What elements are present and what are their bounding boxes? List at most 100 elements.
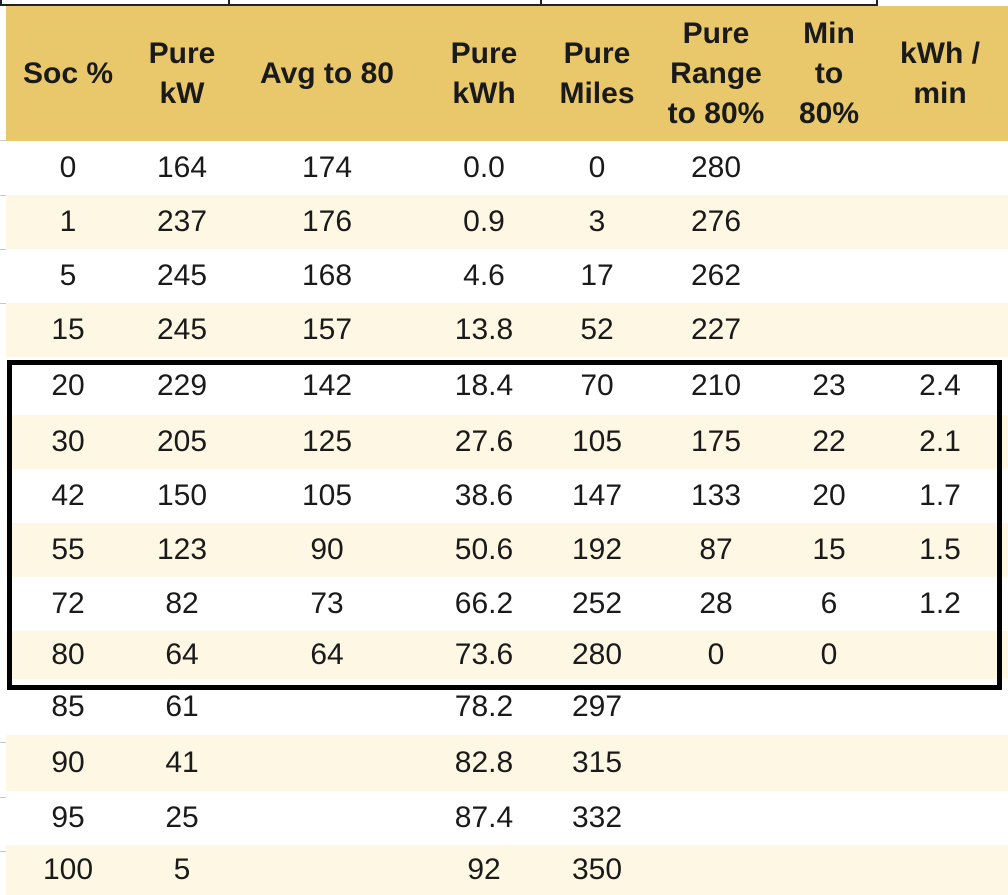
cell-pure-kw[interactable]: 25 <box>130 791 234 845</box>
cell-avg-to-80[interactable]: 125 <box>234 415 420 469</box>
cell-pure-kwh[interactable]: 92 <box>420 845 548 895</box>
cell-soc[interactable]: 5 <box>6 249 130 303</box>
cell-pure-kw[interactable]: 5 <box>130 845 234 895</box>
cell-pure-miles[interactable]: 192 <box>548 523 646 577</box>
cell-pure-kwh[interactable]: 38.6 <box>420 469 548 523</box>
header-soc[interactable]: Soc % <box>6 6 130 141</box>
cell-min-to-80[interactable] <box>786 195 872 249</box>
cell-avg-to-80[interactable]: 176 <box>234 195 420 249</box>
cell-pure-kw[interactable]: 205 <box>130 415 234 469</box>
cell-kwh-per-min[interactable]: 2.4 <box>872 357 1008 415</box>
cell-pure-miles[interactable]: 350 <box>548 845 646 895</box>
cell-pure-range-to-80[interactable]: 262 <box>646 249 786 303</box>
cell-soc[interactable]: 90 <box>6 735 130 791</box>
cell-avg-to-80[interactable]: 168 <box>234 249 420 303</box>
cell-pure-miles[interactable]: 280 <box>548 631 646 679</box>
cell-soc[interactable]: 20 <box>6 357 130 415</box>
cell-pure-kwh[interactable]: 4.6 <box>420 249 548 303</box>
cell-pure-range-to-80[interactable] <box>646 845 786 895</box>
cell-pure-range-to-80[interactable] <box>646 679 786 735</box>
cell-pure-kw[interactable]: 245 <box>130 303 234 357</box>
header-pure-miles[interactable]: Pure Miles <box>548 6 646 141</box>
cell-avg-to-80[interactable]: 174 <box>234 141 420 195</box>
cell-pure-kw[interactable]: 41 <box>130 735 234 791</box>
cell-kwh-per-min[interactable]: 1.7 <box>872 469 1008 523</box>
cell-min-to-80[interactable]: 20 <box>786 469 872 523</box>
cell-pure-miles[interactable]: 52 <box>548 303 646 357</box>
cell-avg-to-80[interactable]: 105 <box>234 469 420 523</box>
cell-pure-range-to-80[interactable] <box>646 735 786 791</box>
cell-pure-range-to-80[interactable]: 276 <box>646 195 786 249</box>
cell-kwh-per-min[interactable] <box>872 679 1008 735</box>
cell-pure-kwh[interactable]: 27.6 <box>420 415 548 469</box>
cell-pure-kw[interactable]: 237 <box>130 195 234 249</box>
cell-kwh-per-min[interactable] <box>872 195 1008 249</box>
cell-pure-kwh[interactable]: 78.2 <box>420 679 548 735</box>
cell-avg-to-80[interactable]: 157 <box>234 303 420 357</box>
cell-soc[interactable]: 1 <box>6 195 130 249</box>
cell-pure-range-to-80[interactable]: 0 <box>646 631 786 679</box>
cell-avg-to-80[interactable]: 142 <box>234 357 420 415</box>
header-avg-to-80[interactable]: Avg to 80 <box>234 6 420 141</box>
cell-pure-miles[interactable]: 105 <box>548 415 646 469</box>
cell-pure-kw[interactable]: 61 <box>130 679 234 735</box>
cell-kwh-per-min[interactable]: 1.5 <box>872 523 1008 577</box>
cell-pure-kw[interactable]: 229 <box>130 357 234 415</box>
cell-pure-kwh[interactable]: 87.4 <box>420 791 548 845</box>
cell-soc[interactable]: 42 <box>6 469 130 523</box>
cell-pure-miles[interactable]: 315 <box>548 735 646 791</box>
cell-kwh-per-min[interactable] <box>872 631 1008 679</box>
cell-min-to-80[interactable] <box>786 679 872 735</box>
cell-pure-range-to-80[interactable]: 227 <box>646 303 786 357</box>
cell-pure-kw[interactable]: 123 <box>130 523 234 577</box>
cell-pure-miles[interactable]: 252 <box>548 577 646 631</box>
header-pure-range-to-80[interactable]: Pure Range to 80% <box>646 6 786 141</box>
cell-kwh-per-min[interactable] <box>872 845 1008 895</box>
cell-pure-kw[interactable]: 64 <box>130 631 234 679</box>
cell-pure-kw[interactable]: 164 <box>130 141 234 195</box>
cell-min-to-80[interactable]: 0 <box>786 631 872 679</box>
cell-pure-range-to-80[interactable]: 210 <box>646 357 786 415</box>
cell-min-to-80[interactable] <box>786 845 872 895</box>
cell-pure-kw[interactable]: 82 <box>130 577 234 631</box>
cell-pure-kwh[interactable]: 82.8 <box>420 735 548 791</box>
header-min-to-80[interactable]: Min to 80% <box>786 6 872 141</box>
cell-kwh-per-min[interactable] <box>872 791 1008 845</box>
cell-kwh-per-min[interactable] <box>872 735 1008 791</box>
cell-kwh-per-min[interactable] <box>872 303 1008 357</box>
cell-pure-miles[interactable]: 0 <box>548 141 646 195</box>
cell-soc[interactable]: 85 <box>6 679 130 735</box>
cell-pure-miles[interactable]: 70 <box>548 357 646 415</box>
cell-min-to-80[interactable]: 23 <box>786 357 872 415</box>
cell-pure-kwh[interactable]: 66.2 <box>420 577 548 631</box>
header-kwh-per-min[interactable]: kWh / min <box>872 6 1008 141</box>
cell-pure-kw[interactable]: 150 <box>130 469 234 523</box>
cell-soc[interactable]: 0 <box>6 141 130 195</box>
cell-min-to-80[interactable] <box>786 303 872 357</box>
cell-avg-to-80[interactable]: 90 <box>234 523 420 577</box>
cell-min-to-80[interactable] <box>786 141 872 195</box>
cell-soc[interactable]: 100 <box>6 845 130 895</box>
cell-pure-kw[interactable]: 245 <box>130 249 234 303</box>
cell-pure-kwh[interactable]: 50.6 <box>420 523 548 577</box>
cell-avg-to-80[interactable] <box>234 679 420 735</box>
cell-min-to-80[interactable] <box>786 735 872 791</box>
cell-kwh-per-min[interactable] <box>872 141 1008 195</box>
header-pure-kwh[interactable]: Pure kWh <box>420 6 548 141</box>
cell-soc[interactable]: 72 <box>6 577 130 631</box>
cell-pure-range-to-80[interactable]: 280 <box>646 141 786 195</box>
cell-kwh-per-min[interactable] <box>872 249 1008 303</box>
cell-pure-range-to-80[interactable]: 87 <box>646 523 786 577</box>
cell-pure-range-to-80[interactable]: 28 <box>646 577 786 631</box>
cell-soc[interactable]: 30 <box>6 415 130 469</box>
cell-pure-miles[interactable]: 17 <box>548 249 646 303</box>
cell-min-to-80[interactable]: 22 <box>786 415 872 469</box>
cell-min-to-80[interactable]: 15 <box>786 523 872 577</box>
cell-pure-miles[interactable]: 147 <box>548 469 646 523</box>
cell-soc[interactable]: 15 <box>6 303 130 357</box>
cell-pure-miles[interactable]: 3 <box>548 195 646 249</box>
cell-pure-kwh[interactable]: 73.6 <box>420 631 548 679</box>
cell-soc[interactable]: 80 <box>6 631 130 679</box>
cell-kwh-per-min[interactable]: 2.1 <box>872 415 1008 469</box>
cell-pure-miles[interactable]: 332 <box>548 791 646 845</box>
